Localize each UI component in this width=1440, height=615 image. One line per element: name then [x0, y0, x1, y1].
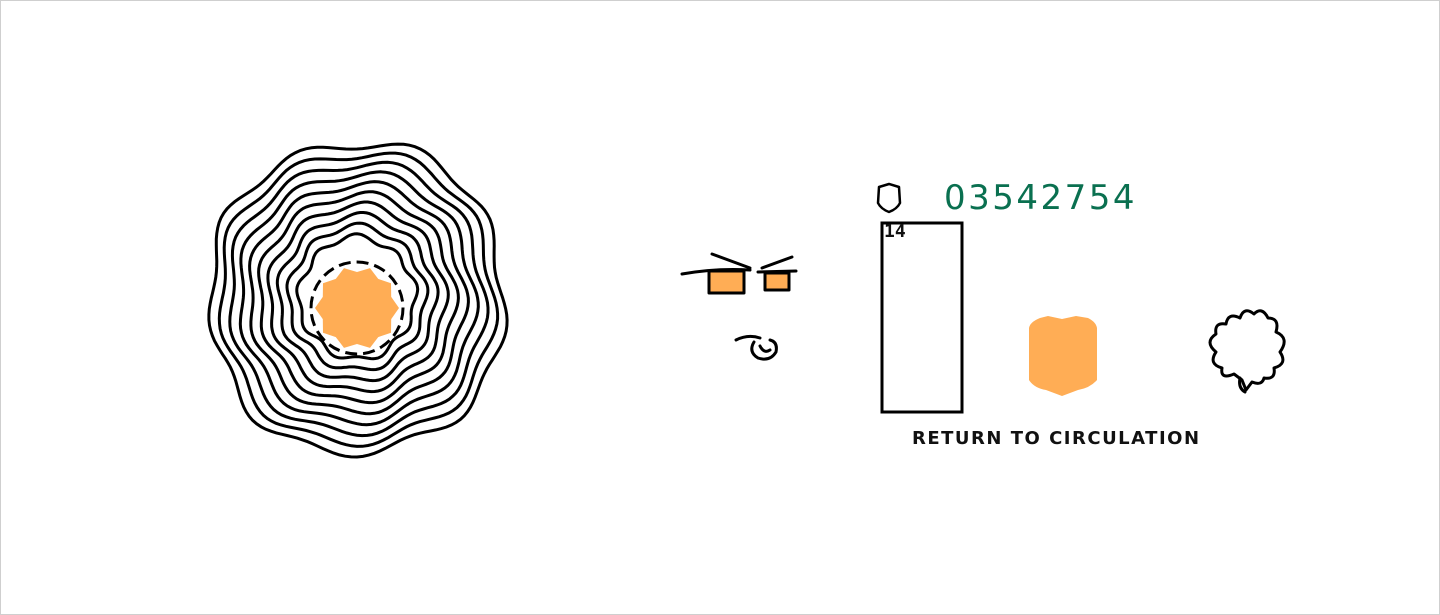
slot-number-label: 14 [884, 221, 906, 242]
vortex-ring [275, 211, 440, 383]
return-to-circulation-button[interactable]: RETURN TO CIRCULATION [912, 428, 1201, 449]
vortex-ring [228, 160, 490, 438]
vortex-core [315, 268, 399, 348]
shield-outline-icon[interactable] [876, 182, 902, 214]
score-counter: 03542754 [944, 178, 1138, 218]
right-frown-line [760, 255, 794, 270]
left-frown-line [710, 252, 752, 270]
vortex-core-outline [309, 260, 405, 356]
vortex-ring [266, 200, 450, 394]
concentric-wavy-rings-icon[interactable] [207, 142, 509, 459]
vortex-ring [238, 170, 480, 427]
fuzzy-blob-icon[interactable] [1208, 309, 1286, 394]
vortex-ring [217, 151, 500, 448]
orange-shield-icon[interactable] [1029, 316, 1097, 396]
vortex-ring [207, 142, 509, 459]
vortex-ring [285, 221, 430, 372]
mouth-curl [750, 338, 778, 361]
mouth-inner [758, 344, 772, 353]
left-lens [707, 269, 746, 295]
glasses-face-icon[interactable] [680, 252, 798, 361]
mouth-line [734, 334, 762, 342]
vortex-ring [257, 190, 460, 405]
vortex-ring [295, 232, 420, 361]
slot-box[interactable] [880, 221, 964, 414]
vortex-ring [248, 180, 470, 416]
right-lens [763, 271, 791, 292]
blob-drip [1238, 376, 1247, 394]
